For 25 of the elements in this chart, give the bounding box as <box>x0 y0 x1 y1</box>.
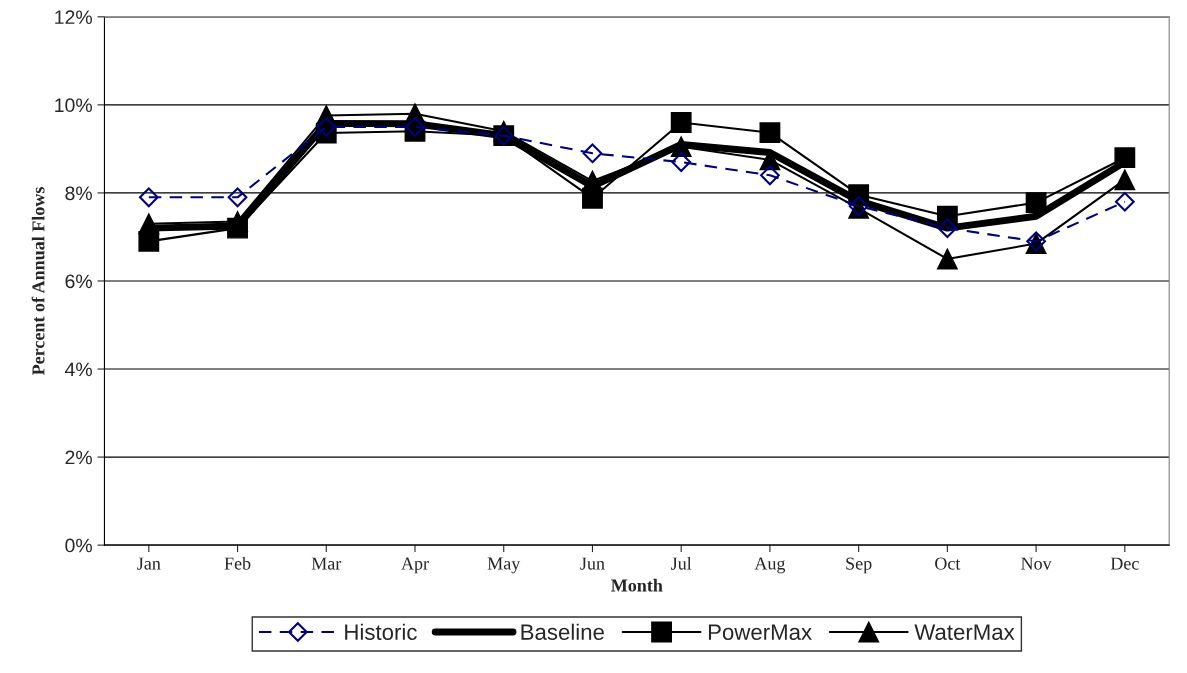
x-tick-label: Nov <box>1021 557 1052 570</box>
x-tick-label: Oct <box>935 557 961 570</box>
legend-label: Baseline <box>521 623 604 640</box>
legend-label: Historic <box>345 623 417 640</box>
y-tick-label: 0% <box>65 538 92 553</box>
legend-label: PowerMax <box>708 624 812 640</box>
x-tick-label: Feb <box>224 556 251 570</box>
x-tick-label: Sep <box>846 557 872 574</box>
y-tick-label: 6% <box>65 274 92 289</box>
x-tick-label: Mar <box>311 557 342 570</box>
x-tick-label: Jul <box>671 556 692 570</box>
x-tick-label: Dec <box>1110 557 1139 570</box>
x-axis-title: Month <box>611 578 663 592</box>
x-tick-label: Jun <box>580 557 605 570</box>
x-tick-label: Apr <box>401 557 429 574</box>
legend-label: WaterMax <box>914 624 1015 640</box>
y-tick-label: 4% <box>64 362 92 377</box>
y-tick-label: 10% <box>55 98 92 113</box>
y-axis-title: Percent of Annual Flows <box>31 187 45 376</box>
x-tick-label: Jan <box>137 557 161 570</box>
y-tick-label: 2% <box>65 450 92 465</box>
y-tick-label: 12% <box>55 10 92 24</box>
y-tick-label: 8% <box>65 186 92 201</box>
x-tick-label: Aug <box>754 557 786 574</box>
x-tick-label: May <box>487 557 521 574</box>
